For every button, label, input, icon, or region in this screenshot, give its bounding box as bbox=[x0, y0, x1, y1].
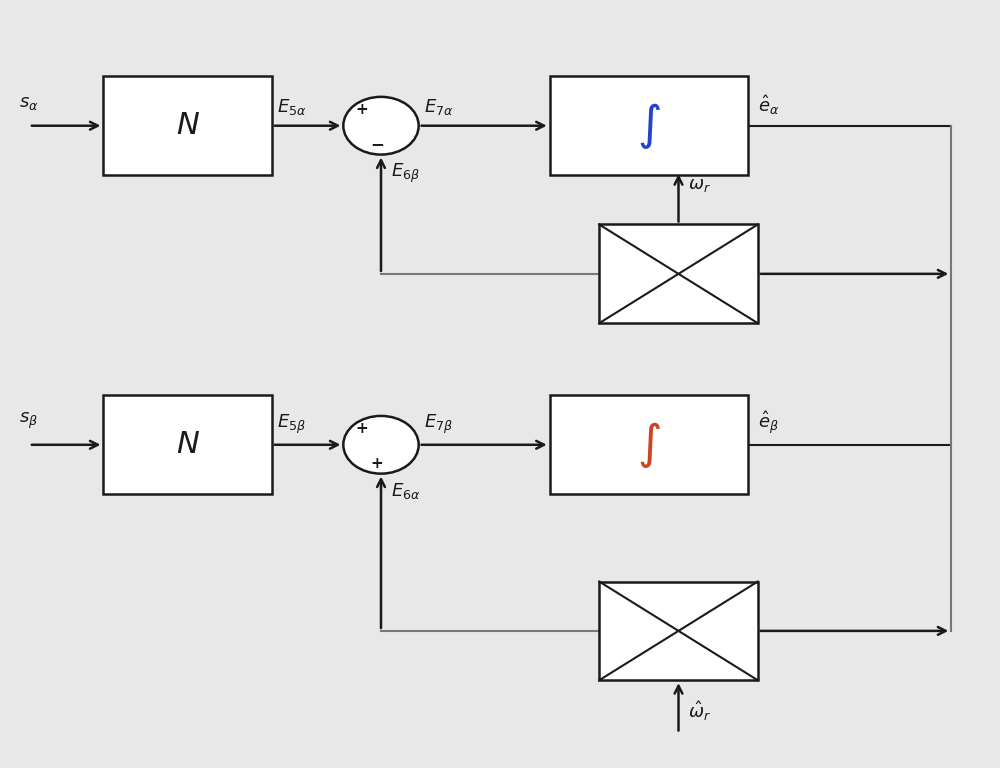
Bar bbox=[550, 396, 748, 494]
Text: $s_\beta$: $s_\beta$ bbox=[19, 411, 38, 431]
Text: $\int$: $\int$ bbox=[637, 101, 661, 151]
Bar bbox=[599, 224, 758, 323]
Text: $E_{6\alpha}$: $E_{6\alpha}$ bbox=[391, 482, 420, 502]
Text: +: + bbox=[356, 102, 369, 118]
Text: $\hat{\omega}_r$: $\hat{\omega}_r$ bbox=[688, 699, 712, 723]
Text: $\int$: $\int$ bbox=[637, 420, 661, 470]
Text: $\hat{e}_\alpha$: $\hat{e}_\alpha$ bbox=[758, 93, 779, 117]
Text: +: + bbox=[356, 422, 369, 436]
Text: $E_{5\alpha}$: $E_{5\alpha}$ bbox=[277, 97, 306, 117]
Text: $E_{7\beta}$: $E_{7\beta}$ bbox=[424, 412, 453, 435]
Text: −: − bbox=[370, 135, 384, 154]
Text: +: + bbox=[371, 456, 384, 471]
Bar bbox=[103, 76, 272, 175]
Bar bbox=[103, 396, 272, 494]
Text: $N$: $N$ bbox=[176, 111, 200, 141]
Text: $N$: $N$ bbox=[176, 429, 200, 460]
Circle shape bbox=[343, 97, 419, 154]
Bar bbox=[550, 76, 748, 175]
Text: $E_{7\alpha}$: $E_{7\alpha}$ bbox=[424, 97, 453, 117]
Text: $E_{5\beta}$: $E_{5\beta}$ bbox=[277, 412, 306, 435]
Text: $\hat{\omega}_r$: $\hat{\omega}_r$ bbox=[688, 170, 712, 194]
Text: $s_\alpha$: $s_\alpha$ bbox=[19, 94, 39, 112]
Text: $\hat{e}_\beta$: $\hat{e}_\beta$ bbox=[758, 409, 779, 435]
Bar bbox=[599, 581, 758, 680]
Text: $E_{6\beta}$: $E_{6\beta}$ bbox=[391, 162, 420, 185]
Circle shape bbox=[343, 416, 419, 474]
